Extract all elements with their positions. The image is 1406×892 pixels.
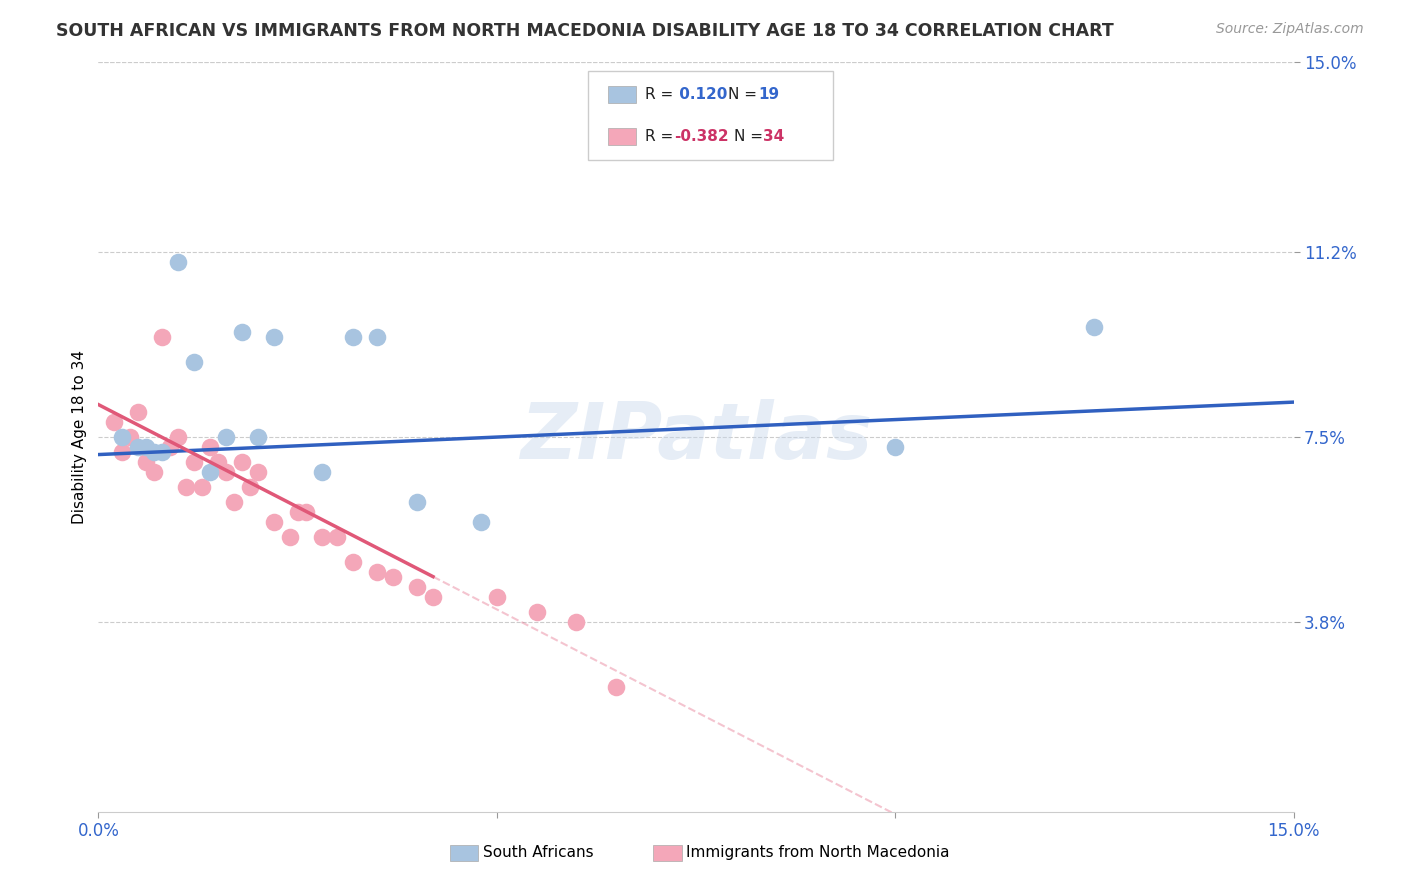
Text: N =: N = <box>728 87 762 103</box>
Text: 0.120: 0.120 <box>675 87 728 103</box>
Text: R =: R = <box>644 129 678 145</box>
Point <box>342 555 364 569</box>
Point <box>150 445 173 459</box>
FancyBboxPatch shape <box>589 71 834 160</box>
Point <box>111 430 134 444</box>
Point <box>485 590 508 604</box>
Point <box>222 495 245 509</box>
Point <box>884 440 907 454</box>
Text: Immigrants from North Macedonia: Immigrants from North Macedonia <box>686 846 950 861</box>
Point <box>526 605 548 619</box>
FancyBboxPatch shape <box>607 128 637 145</box>
Point <box>366 330 388 344</box>
Text: South Africans: South Africans <box>484 846 593 861</box>
FancyBboxPatch shape <box>450 845 478 861</box>
Point <box>135 440 157 454</box>
Text: 19: 19 <box>758 87 779 103</box>
Point <box>198 440 221 454</box>
Point <box>167 430 190 444</box>
Point <box>382 570 405 584</box>
FancyBboxPatch shape <box>652 845 682 861</box>
Point <box>366 565 388 579</box>
Text: -0.382: -0.382 <box>675 129 730 145</box>
Point <box>311 465 333 479</box>
Point <box>231 455 253 469</box>
Point <box>183 455 205 469</box>
Point <box>120 430 142 444</box>
Point <box>406 580 429 594</box>
Point <box>326 530 349 544</box>
Point <box>159 440 181 454</box>
Point <box>150 330 173 344</box>
Point <box>605 680 627 694</box>
Text: SOUTH AFRICAN VS IMMIGRANTS FROM NORTH MACEDONIA DISABILITY AGE 18 TO 34 CORRELA: SOUTH AFRICAN VS IMMIGRANTS FROM NORTH M… <box>56 22 1114 40</box>
Point <box>263 515 285 529</box>
Y-axis label: Disability Age 18 to 34: Disability Age 18 to 34 <box>72 350 87 524</box>
Point <box>246 465 269 479</box>
Text: R =: R = <box>644 87 678 103</box>
Point <box>143 465 166 479</box>
Point <box>278 530 301 544</box>
Point <box>111 445 134 459</box>
Point <box>135 455 157 469</box>
Point <box>198 465 221 479</box>
Point <box>174 480 197 494</box>
Point <box>294 505 316 519</box>
Text: Source: ZipAtlas.com: Source: ZipAtlas.com <box>1216 22 1364 37</box>
Point <box>231 325 253 339</box>
Point <box>215 465 238 479</box>
Point <box>215 430 238 444</box>
Point <box>287 505 309 519</box>
Point <box>342 330 364 344</box>
Point <box>207 455 229 469</box>
Text: N =: N = <box>734 129 768 145</box>
Point <box>191 480 214 494</box>
Point <box>406 495 429 509</box>
Point <box>143 445 166 459</box>
Point <box>103 415 125 429</box>
Point <box>565 615 588 629</box>
FancyBboxPatch shape <box>607 87 637 103</box>
Point <box>239 480 262 494</box>
Text: 34: 34 <box>763 129 785 145</box>
Point <box>311 530 333 544</box>
Point <box>167 255 190 269</box>
Text: ZIPatlas: ZIPatlas <box>520 399 872 475</box>
Point <box>470 515 492 529</box>
Point <box>246 430 269 444</box>
Point <box>422 590 444 604</box>
Point <box>127 405 149 419</box>
Point <box>183 355 205 369</box>
Point <box>1083 320 1105 334</box>
Point <box>127 440 149 454</box>
Point <box>263 330 285 344</box>
